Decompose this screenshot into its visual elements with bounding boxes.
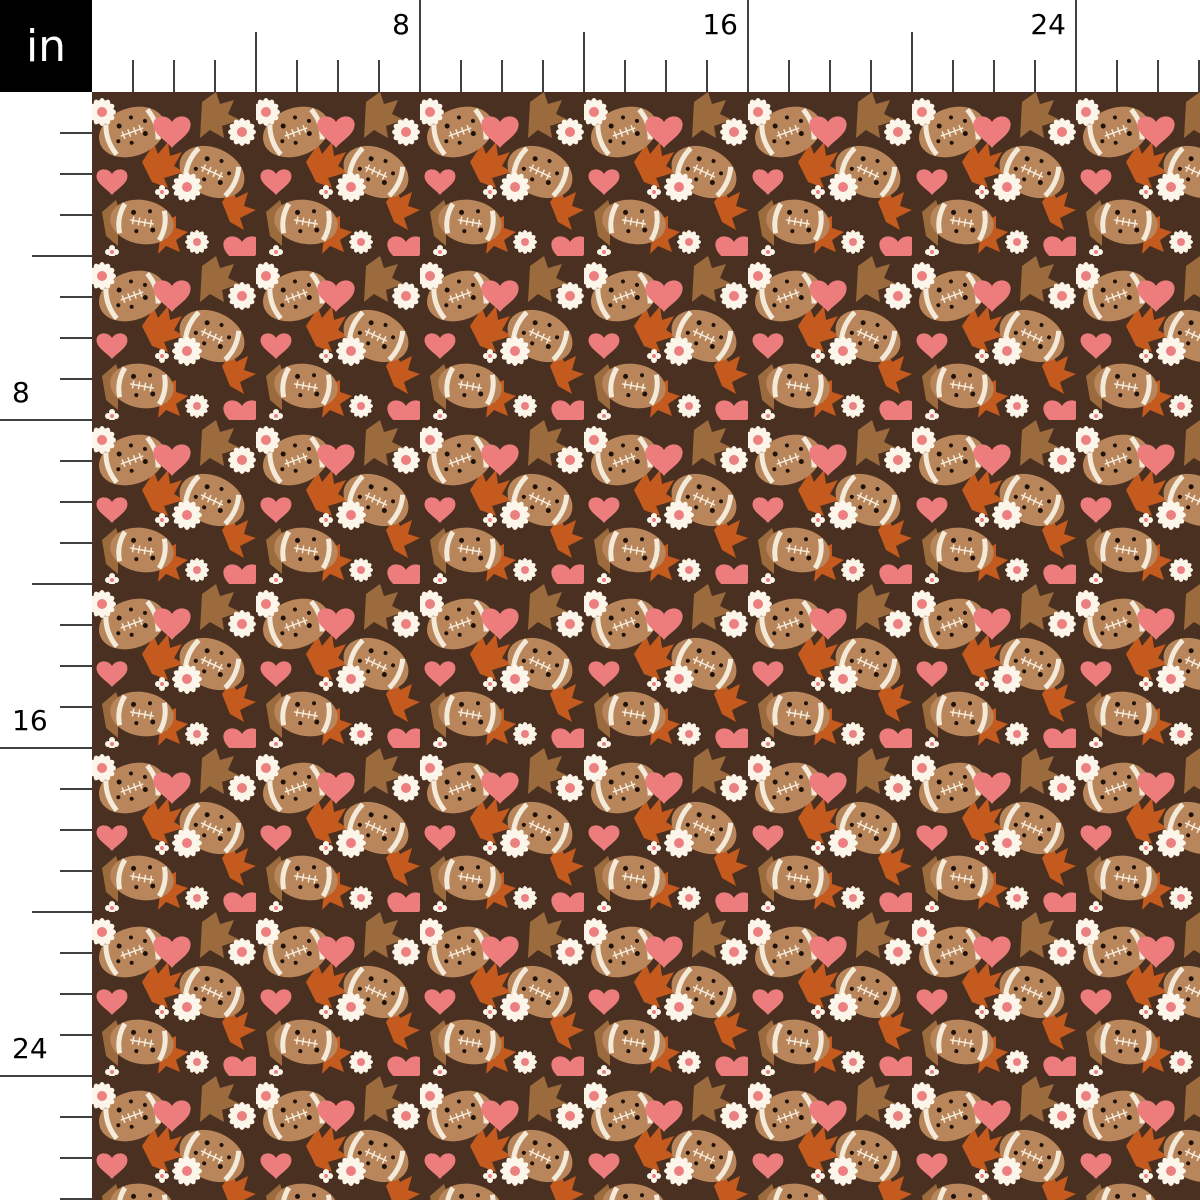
- unit-badge: in: [0, 0, 92, 92]
- left-ruler-label: 16: [12, 704, 48, 737]
- top-ruler-label: 8: [392, 8, 410, 41]
- fabric-pattern-swatch: [92, 92, 1200, 1200]
- left-ruler-label: 24: [12, 1032, 48, 1065]
- left-ruler-label: 8: [12, 376, 30, 409]
- top-ruler-label: 16: [702, 8, 738, 41]
- top-ruler-label: 24: [1030, 8, 1066, 41]
